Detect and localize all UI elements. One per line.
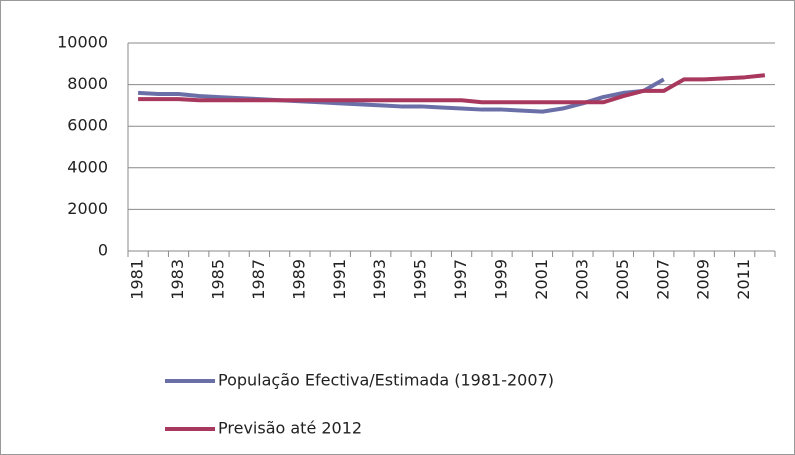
- x-tick-label: 1997: [451, 259, 470, 300]
- x-tick-label: 1993: [370, 259, 389, 300]
- x-tick-label: 1987: [249, 259, 268, 300]
- x-tick-label: 1983: [168, 259, 187, 300]
- x-tick-label: 2005: [613, 259, 632, 300]
- y-tick-label: 10000: [57, 33, 108, 52]
- legend-label: Previsão até 2012: [218, 419, 362, 438]
- x-tick-label: 1985: [208, 259, 227, 300]
- x-tick-label: 1999: [492, 259, 511, 300]
- x-tick-label: 1981: [128, 259, 147, 300]
- x-tick-label: 2009: [694, 259, 713, 300]
- x-tick-label: 2001: [532, 259, 551, 300]
- x-tick-label: 2003: [572, 259, 591, 300]
- x-tick-label: 1995: [411, 259, 430, 300]
- x-tick-label: 2011: [734, 259, 753, 300]
- x-tick-label: 2007: [653, 259, 672, 300]
- y-tick-label: 6000: [67, 116, 108, 135]
- x-tick-label: 1989: [289, 259, 308, 300]
- legend-label: População Efectiva/Estimada (1981-2007): [218, 371, 554, 390]
- series-line: [138, 77, 665, 114]
- x-tick-label: 1991: [330, 259, 349, 300]
- y-tick-label: 0: [98, 241, 108, 260]
- y-tick-label: 4000: [67, 157, 108, 176]
- y-tick-label: 8000: [67, 74, 108, 93]
- series-line: [138, 73, 766, 105]
- y-tick-label: 2000: [67, 199, 108, 218]
